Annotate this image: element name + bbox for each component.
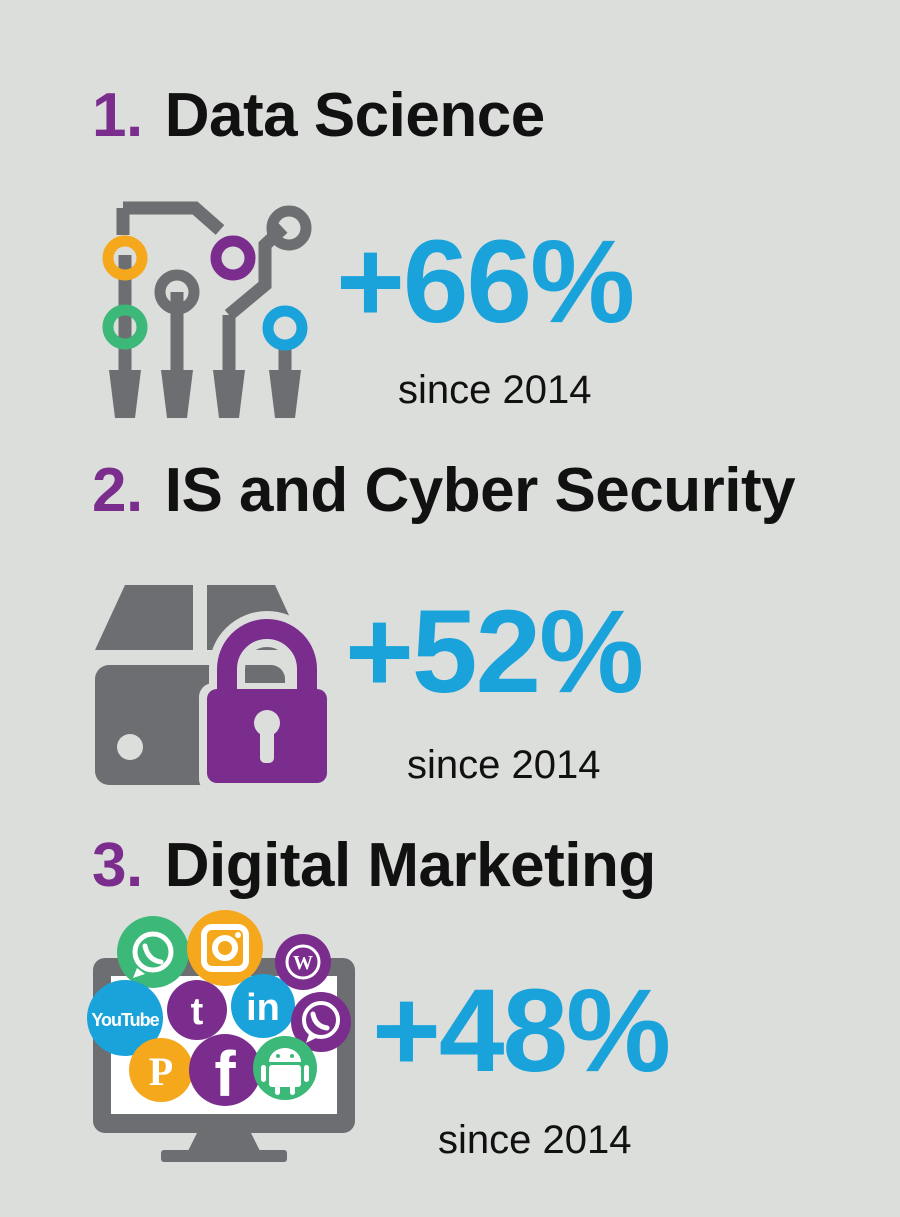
pinterest-label: P [149,1049,173,1094]
item-3-stat: +48% [372,965,671,1097]
linkedin-label: in [246,987,280,1029]
youtube-icon: YouTube [87,980,163,1056]
monitor-stand [187,1133,261,1153]
item-2-since: since 2014 [407,743,601,787]
item-3-title: Digital Marketing [164,831,657,900]
item-1-title: Data Science [164,81,546,150]
item-2-heading: 2. IS and Cyber Security [92,455,796,526]
monitor-social-media-icon: W YouTube t in P f [87,910,355,1162]
item-3-since: since 2014 [438,1118,632,1162]
pinterest-icon: P [129,1038,193,1102]
facebook-label: f [214,1038,236,1110]
youtube-label: YouTube [91,1010,159,1030]
circuit-board-icon [102,201,312,418]
item-3-number: 3. [92,831,143,900]
instagram-icon [187,910,263,986]
twitter-label: t [191,991,204,1033]
item-1-since: since 2014 [398,368,592,412]
linkedin-icon: in [231,974,295,1038]
facebook-icon: f [189,1034,261,1110]
wordpress-label: W [293,952,313,974]
viber-icon [291,992,351,1052]
item-1-number: 1. [92,81,143,150]
twitter-icon: t [167,980,227,1040]
safe-padlock-icon [95,585,335,793]
item-1-stat: +66% [336,216,635,348]
monitor-base [161,1150,287,1162]
item-2-number: 2. [92,456,143,525]
item-1-heading: 1. Data Science [92,80,545,151]
whatsapp-icon [117,916,189,988]
item-2-stat: +52% [345,586,644,718]
item-2-title: IS and Cyber Security [164,456,796,525]
item-3-heading: 3. Digital Marketing [92,830,656,901]
android-icon [253,1036,317,1100]
wordpress-icon: W [275,934,331,990]
